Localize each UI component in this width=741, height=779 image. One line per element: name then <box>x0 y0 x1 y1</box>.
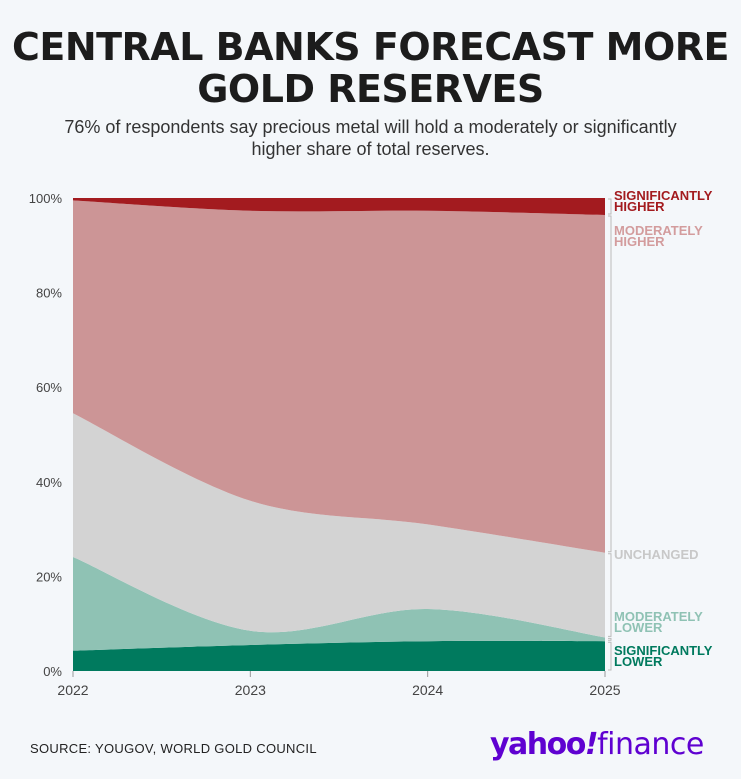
area-unchanged <box>73 413 605 638</box>
x-tick-label: 2022 <box>57 682 88 698</box>
x-tick-label: 2025 <box>589 682 620 698</box>
series-label: SIGNIFICANTLY LOWER <box>614 643 713 669</box>
label-bracket <box>608 637 612 641</box>
area-moderately-lower <box>73 557 605 651</box>
y-tick-label: 0% <box>43 664 62 679</box>
area-significantly-higher <box>73 198 605 216</box>
label-bracket <box>608 553 612 637</box>
label-bracket <box>608 215 612 553</box>
series-label: MODERATELY LOWER <box>614 609 703 635</box>
area-significantly-lower <box>73 640 605 671</box>
y-tick-label: 20% <box>36 569 62 584</box>
x-tick-label: 2024 <box>412 682 443 698</box>
label-bracket <box>608 198 612 215</box>
chart-subtitle: 76% of respondents say precious metal wi… <box>64 117 677 159</box>
y-tick-label: 60% <box>36 380 62 395</box>
yahoo-finance-logo: yahoo!finance <box>490 727 704 762</box>
source-note: SOURCE: YOUGOV, WORLD GOLD COUNCIL <box>30 741 317 756</box>
y-tick-label: 80% <box>36 286 62 301</box>
series-label: UNCHANGED <box>614 547 699 562</box>
series-label: SIGNIFICANTLY HIGHER <box>614 188 713 214</box>
series-label: MODERATELY HIGHER <box>614 223 703 249</box>
x-tick-label: 2023 <box>235 682 266 698</box>
y-tick-label: 100% <box>29 191 63 206</box>
chart-title: CENTRAL BANKS FORECAST MORE GOLD RESERVE… <box>11 25 730 111</box>
label-bracket <box>608 641 612 671</box>
y-tick-label: 40% <box>36 475 62 490</box>
area-moderately-higher <box>73 200 605 553</box>
